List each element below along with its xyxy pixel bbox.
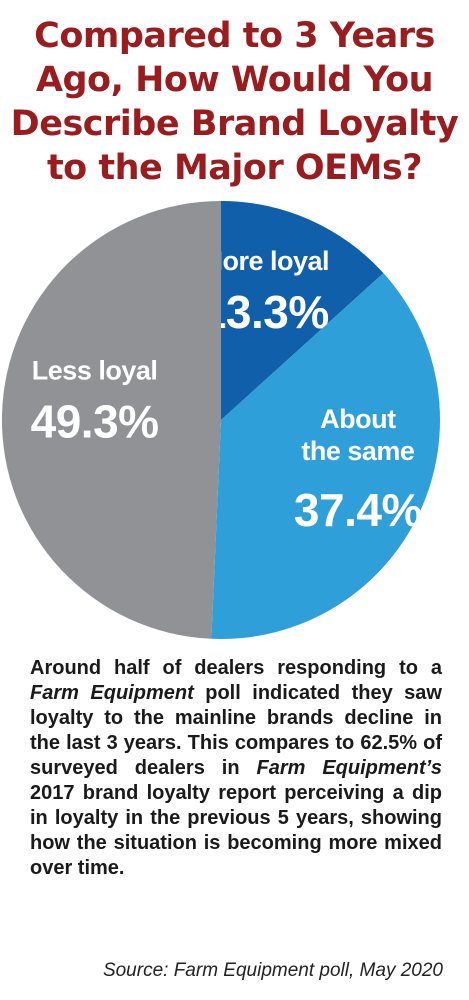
slice-value-3: 49.3% — [31, 395, 159, 447]
slice-label-3: Less loyal — [32, 355, 158, 385]
title-line-4: to the Major OEMs? — [46, 148, 423, 188]
caption-text-3: 2017 brand loyalty report perceiving a d… — [30, 782, 442, 879]
caption-text-1: Around half of dealers responding to a — [30, 657, 442, 679]
caption-text-2: poll indicated they saw loyalty to the m… — [30, 682, 442, 779]
pie-slice-2 — [211, 273, 441, 640]
slice-label-2: About the same — [301, 404, 415, 466]
pie-slice-3 — [1, 201, 222, 639]
slice-value-1: 13.3% — [201, 286, 329, 338]
source-note: Source: Farm Equipment poll, May 2020 — [102, 960, 443, 981]
title-line-1: Compared to 3 Years — [34, 16, 435, 56]
pie-slice-1 — [221, 201, 384, 420]
caption-publication-1: Farm Equipment — [30, 682, 194, 704]
slice-value-2: 37.4% — [294, 484, 422, 536]
pie-chart: More loyal 13.3% About the same 37.4% Less lo… — [1, 201, 441, 640]
caption-publication-2: Farm Equipment’s — [256, 757, 442, 779]
title-line-2: Ago, How Would You — [35, 60, 434, 100]
chart-title: Compared to 3 Years Ago, How Would You D… — [0, 14, 469, 190]
caption: Around half of dealers responding to a F… — [30, 656, 442, 881]
slice-label-1: More loyal — [201, 246, 330, 276]
title-line-3: Describe Brand Loyalty — [10, 104, 459, 144]
